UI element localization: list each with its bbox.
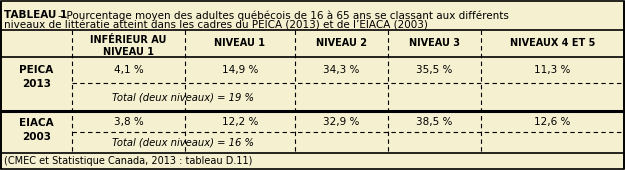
Text: – Pourcentage moyen des adultes québécois de 16 à 65 ans se classant aux différe: – Pourcentage moyen des adultes québécoi…: [58, 10, 509, 21]
Text: EIACA: EIACA: [19, 118, 54, 128]
Text: (CMEC et Statistique Canada, 2013 : tableau D.11): (CMEC et Statistique Canada, 2013 : tabl…: [4, 156, 252, 166]
Text: Total (deux niveaux) = 16 %: Total (deux niveaux) = 16 %: [112, 138, 254, 148]
Text: PEICA: PEICA: [19, 65, 54, 75]
Text: Total (deux niveaux) = 19 %: Total (deux niveaux) = 19 %: [112, 92, 254, 102]
Text: 12,2 %: 12,2 %: [222, 117, 258, 128]
Text: TABLEAU 1: TABLEAU 1: [4, 11, 68, 21]
Text: NIVEAU 3: NIVEAU 3: [409, 38, 460, 48]
Text: 11,3 %: 11,3 %: [534, 65, 571, 75]
Text: NIVEAU 2: NIVEAU 2: [316, 38, 367, 48]
Text: 14,9 %: 14,9 %: [222, 65, 258, 75]
Text: 3,8 %: 3,8 %: [114, 117, 143, 128]
Text: NIVEAUX 4 ET 5: NIVEAUX 4 ET 5: [510, 38, 595, 48]
Text: 4,1 %: 4,1 %: [114, 65, 143, 75]
Text: 32,9 %: 32,9 %: [323, 117, 360, 128]
Text: NIVEAU 1: NIVEAU 1: [214, 38, 266, 48]
Text: INFÉRIEUR AU: INFÉRIEUR AU: [91, 35, 167, 45]
Text: 35,5 %: 35,5 %: [416, 65, 452, 75]
Text: 38,5 %: 38,5 %: [416, 117, 452, 128]
Text: NIVEAU 1: NIVEAU 1: [103, 47, 154, 57]
Text: 12,6 %: 12,6 %: [534, 117, 571, 128]
Text: 34,3 %: 34,3 %: [323, 65, 360, 75]
Text: 2013: 2013: [22, 79, 51, 89]
Text: niveaux de littératie atteint dans les cadres du PEICA (2013) et de l’EIACA (200: niveaux de littératie atteint dans les c…: [4, 20, 428, 30]
Text: 2003: 2003: [22, 132, 51, 142]
